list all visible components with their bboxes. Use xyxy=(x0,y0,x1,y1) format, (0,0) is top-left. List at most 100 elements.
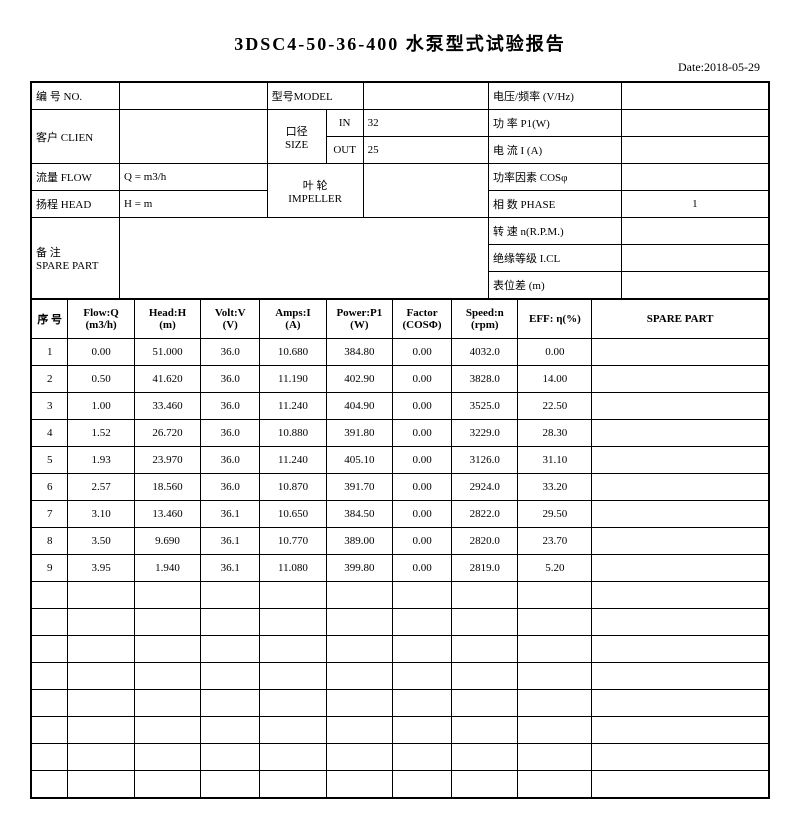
cell: 2819.0 xyxy=(452,555,518,582)
cell: 0.00 xyxy=(393,339,452,366)
cell: 36.0 xyxy=(201,420,260,447)
cell: 2820.0 xyxy=(452,528,518,555)
cell: 23.70 xyxy=(518,528,592,555)
cell: 11.240 xyxy=(260,393,326,420)
cell xyxy=(592,366,769,393)
cell xyxy=(393,690,452,717)
head-eq: H = m xyxy=(120,191,268,218)
power-value xyxy=(621,110,769,137)
size-out-value: 25 xyxy=(363,137,488,164)
size-in-value: 32 xyxy=(363,110,488,137)
col-speed: Speed:n (rpm) xyxy=(452,300,518,339)
cell xyxy=(31,609,68,636)
table-row: 31.0033.46036.011.240404.900.003525.022.… xyxy=(31,393,769,420)
cell xyxy=(592,474,769,501)
cell xyxy=(452,582,518,609)
cell: 6 xyxy=(31,474,68,501)
cell: 0.00 xyxy=(393,528,452,555)
cell xyxy=(326,582,392,609)
data-body: 10.0051.00036.010.680384.800.004032.00.0… xyxy=(31,339,769,799)
table-row xyxy=(31,744,769,771)
insul-value xyxy=(621,245,769,272)
cell: 13.460 xyxy=(134,501,200,528)
cell: 399.80 xyxy=(326,555,392,582)
cell xyxy=(201,582,260,609)
table-row xyxy=(31,609,769,636)
cell: 402.90 xyxy=(326,366,392,393)
cell xyxy=(31,744,68,771)
pf-value xyxy=(621,164,769,191)
cell xyxy=(68,582,134,609)
cell xyxy=(452,690,518,717)
cell xyxy=(134,744,200,771)
cell xyxy=(592,717,769,744)
spare-label: 备 注 SPARE PART xyxy=(31,218,120,299)
cell xyxy=(592,447,769,474)
cell: 404.90 xyxy=(326,393,392,420)
cell: 405.10 xyxy=(326,447,392,474)
cell xyxy=(452,744,518,771)
cell xyxy=(326,636,392,663)
cell: 2822.0 xyxy=(452,501,518,528)
speed-value xyxy=(621,218,769,245)
cell xyxy=(201,771,260,799)
flow-label: 流量 FLOW xyxy=(31,164,120,191)
cell xyxy=(393,582,452,609)
cell xyxy=(518,690,592,717)
cell xyxy=(68,717,134,744)
cell: 36.1 xyxy=(201,501,260,528)
cell xyxy=(68,609,134,636)
phase-label: 相 数 PHASE xyxy=(489,191,622,218)
table-row xyxy=(31,717,769,744)
size-in-label: IN xyxy=(326,110,363,137)
cell: 3 xyxy=(31,393,68,420)
table-row: 83.509.69036.110.770389.000.002820.023.7… xyxy=(31,528,769,555)
col-flow: Flow:Q (m3/h) xyxy=(68,300,134,339)
cell xyxy=(592,555,769,582)
cell xyxy=(260,663,326,690)
col-factor: Factor (COSΦ) xyxy=(393,300,452,339)
table-row: 20.5041.62036.011.190402.900.003828.014.… xyxy=(31,366,769,393)
cell xyxy=(31,582,68,609)
cell xyxy=(260,609,326,636)
cell: 0.00 xyxy=(393,447,452,474)
cell: 11.190 xyxy=(260,366,326,393)
cell: 10.880 xyxy=(260,420,326,447)
cell: 10.870 xyxy=(260,474,326,501)
cell: 31.10 xyxy=(518,447,592,474)
insul-label: 绝缘等级 I.CL xyxy=(489,245,622,272)
level-label: 表位差 (m) xyxy=(489,272,622,299)
cell xyxy=(260,717,326,744)
cell: 28.30 xyxy=(518,420,592,447)
cell xyxy=(31,771,68,799)
cell: 2924.0 xyxy=(452,474,518,501)
impeller-value xyxy=(363,164,488,218)
cell xyxy=(326,717,392,744)
pf-label: 功率因素 COSφ xyxy=(489,164,622,191)
speed-label: 转 速 n(R.P.M.) xyxy=(489,218,622,245)
report-title: 3DSC4-50-36-400 水泵型式试验报告 xyxy=(30,30,770,56)
data-header-row: 序 号Flow:Q (m3/h)Head:H (m)Volt:V (V)Amps… xyxy=(31,300,769,339)
cell xyxy=(326,663,392,690)
size-label: 口径 SIZE xyxy=(267,110,326,164)
cell: 1.52 xyxy=(68,420,134,447)
cell: 22.50 xyxy=(518,393,592,420)
cell xyxy=(592,771,769,799)
cell: 9 xyxy=(31,555,68,582)
cell: 3.95 xyxy=(68,555,134,582)
cell xyxy=(452,663,518,690)
cell: 36.0 xyxy=(201,366,260,393)
col-amps: Amps:I (A) xyxy=(260,300,326,339)
cell xyxy=(201,609,260,636)
cell xyxy=(518,663,592,690)
cell xyxy=(518,744,592,771)
cell: 3525.0 xyxy=(452,393,518,420)
cell xyxy=(592,690,769,717)
no-value xyxy=(120,82,268,110)
cell: 26.720 xyxy=(134,420,200,447)
cell xyxy=(134,717,200,744)
cell xyxy=(393,744,452,771)
model-value xyxy=(363,82,488,110)
cell: 36.1 xyxy=(201,555,260,582)
cell xyxy=(134,690,200,717)
